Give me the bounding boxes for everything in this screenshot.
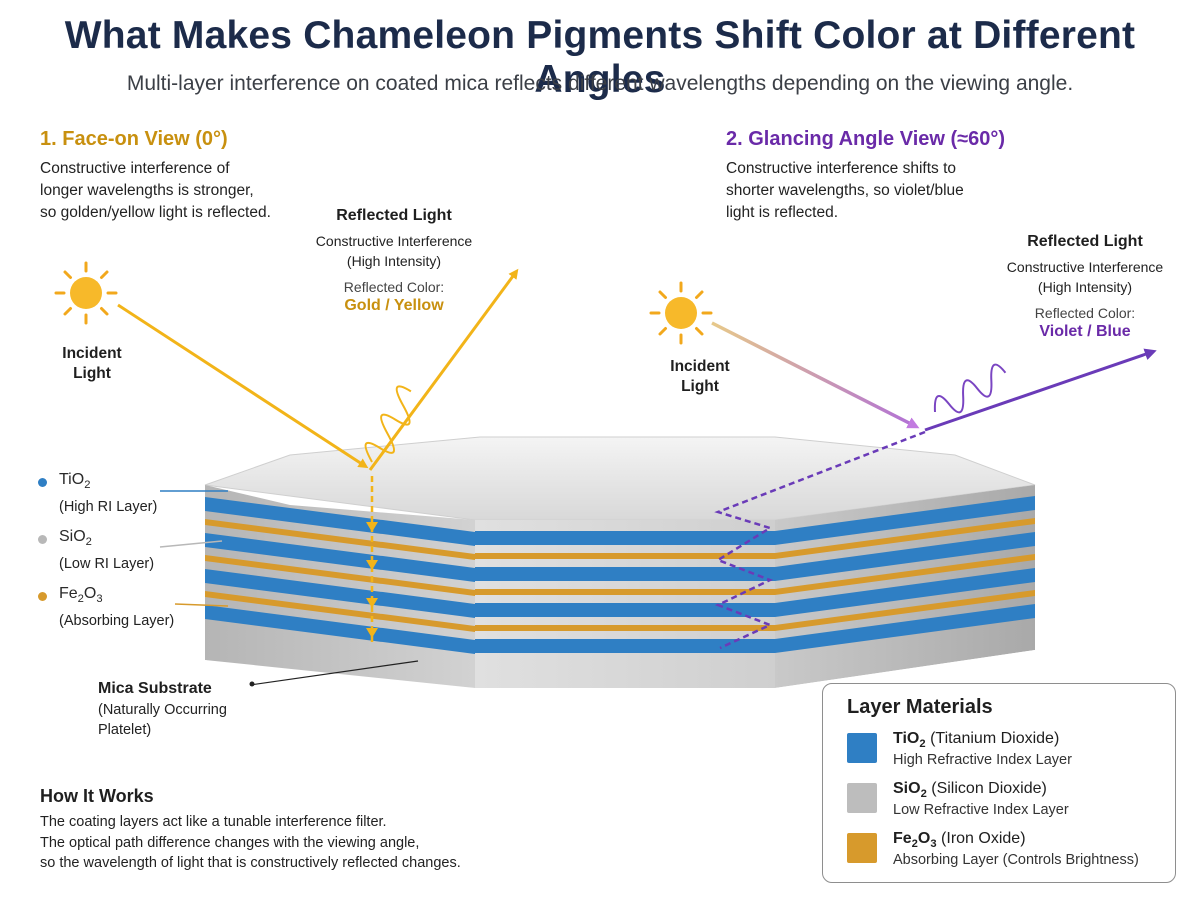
internal-arrowheads bbox=[366, 522, 378, 638]
face-on-description: Constructive interference of longer wave… bbox=[40, 160, 271, 221]
tio2-swatch bbox=[847, 733, 877, 763]
legend-item-sio2: SiO2 (Silicon Dioxide) Low Refractive In… bbox=[893, 780, 1069, 819]
how-it-works-text: The coating layers act like a tunable in… bbox=[40, 814, 461, 871]
glancing-description: Constructive interference shifts to shor… bbox=[726, 160, 964, 221]
face-on-reflected-ray bbox=[368, 268, 519, 471]
sio2-dot bbox=[38, 535, 47, 544]
leader-line bbox=[249, 660, 419, 686]
layer-materials-legend: Layer Materials TiO2 (Titanium Dioxide) … bbox=[822, 683, 1176, 883]
legend-title: Layer Materials bbox=[847, 696, 993, 718]
fe2o3-dot bbox=[38, 592, 47, 601]
face-on-wave bbox=[364, 385, 412, 463]
platelet-left-face bbox=[205, 485, 475, 688]
glancing-internal-ray bbox=[714, 430, 926, 650]
glancing-wave bbox=[933, 363, 1007, 414]
glancing-heading: 2. Glancing Angle View (≈60°) bbox=[726, 128, 1006, 150]
page-title: What Makes Chameleon Pigments Shift Colo… bbox=[64, 14, 1136, 101]
fe2o3-label: Fe2O3 (Absorbing Layer) bbox=[59, 585, 175, 630]
legend-item-fe2o3: Fe2O3 (Iron Oxide) Absorbing Layer (Cont… bbox=[893, 830, 1139, 869]
glancing-reflected-ray bbox=[924, 348, 1157, 432]
leader-line bbox=[159, 540, 223, 548]
sio2-swatch bbox=[847, 783, 877, 813]
sun-icon bbox=[54, 261, 118, 325]
tio2-label: TiO2 (High RI Layer) bbox=[59, 471, 158, 516]
fe2o3-swatch bbox=[847, 833, 877, 863]
glancing-incident-ray bbox=[711, 321, 920, 429]
how-it-works-heading: How It Works bbox=[40, 786, 154, 806]
glancing-incident-label: Incident Light bbox=[670, 358, 730, 395]
page-subtitle: Multi-layer interference on coated mica … bbox=[126, 72, 1074, 95]
tio2-dot bbox=[38, 478, 47, 487]
legend-item-tio2: TiO2 (Titanium Dioxide) High Refractive … bbox=[893, 730, 1072, 769]
mica-substrate-label: Mica Substrate (Naturally Occurring Plat… bbox=[98, 680, 227, 738]
glancing-reflected-info: Reflected Light Constructive Interferenc… bbox=[1006, 233, 1164, 340]
sio2-label: SiO2 (Low RI Layer) bbox=[59, 528, 155, 573]
platelet-right-face bbox=[775, 485, 1035, 688]
leader-line bbox=[174, 603, 229, 607]
sun-icon bbox=[649, 281, 713, 345]
platelet-front-face bbox=[475, 520, 775, 688]
face-on-reflected-info: Reflected Light Constructive Interferenc… bbox=[315, 207, 473, 314]
face-on-incident-ray bbox=[117, 303, 369, 469]
face-on-heading: 1. Face-on View (0°) bbox=[40, 128, 228, 150]
face-on-incident-label: Incident Light bbox=[62, 345, 122, 382]
